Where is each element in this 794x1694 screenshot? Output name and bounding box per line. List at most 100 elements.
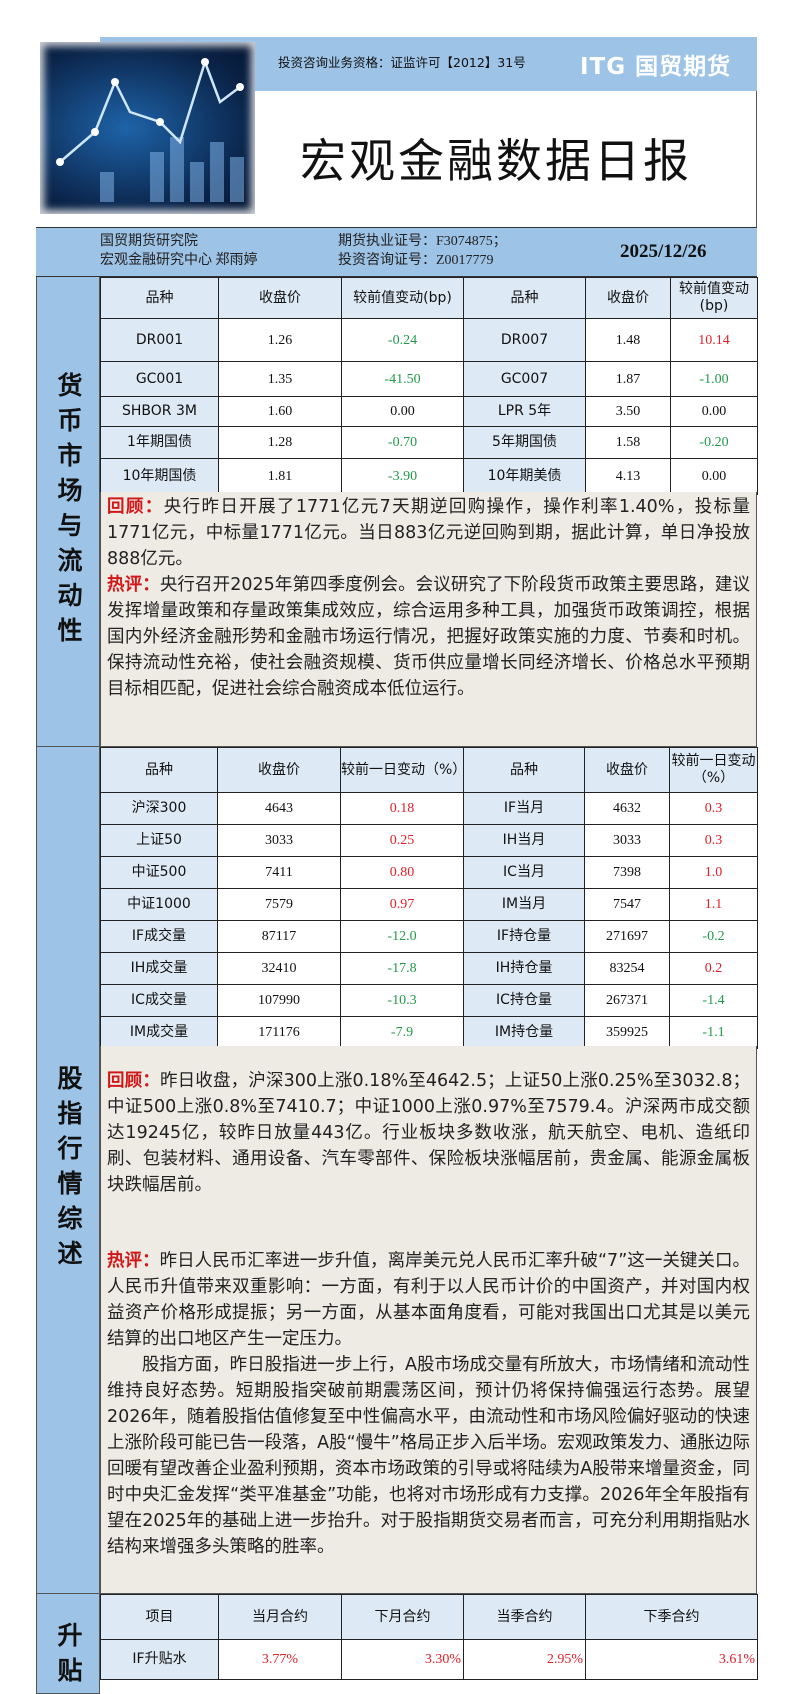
column-header: 当月合约	[218, 1594, 342, 1640]
table-row: 10年期国债 1.81 -3.90 10年期美债 4.13 0.00	[100, 458, 758, 495]
close-value: 7547	[584, 888, 670, 921]
close-value: 7579	[217, 888, 341, 921]
column-header: 当季合约	[463, 1594, 586, 1640]
table-row: IM成交量 171176 -7.9 IM持仓量 359925 -1.1	[100, 1016, 758, 1049]
change-value: -0.20	[670, 426, 758, 459]
table-row: 沪深300 4643 0.18 IF当月 4632 0.3	[100, 792, 758, 825]
instrument-name: DR007	[463, 318, 586, 362]
section-label-text: 股指行情综述	[54, 1065, 83, 1275]
current-quarter-basis: 2.95%	[463, 1639, 586, 1680]
review-text: 央行昨日开展了1771亿元7天期逆回购操作，操作利率1.40%，投标量1771亿…	[107, 497, 751, 569]
change-value: -7.9	[340, 1016, 464, 1049]
change-value: 1.1	[669, 888, 758, 921]
author-org: 国贸期货研究院 宏观金融研究中心 郑雨婷	[100, 232, 258, 270]
instrument-name: IF持仓量	[463, 920, 585, 953]
change-value: 0.18	[340, 792, 464, 825]
current-month-basis: 3.77%	[218, 1639, 342, 1680]
section-label-text: 货币市场与流动性	[54, 371, 83, 652]
change-value: 1.0	[669, 856, 758, 889]
change-value: 0.97	[340, 888, 464, 921]
stock-index-table: 品种 收盘价 较前一日变动（%） 品种 收盘价 较前一日变动（%） 沪深300 4643 0.1…	[100, 747, 758, 1049]
close-value: 3033	[584, 824, 670, 857]
change-value: -17.8	[340, 952, 464, 985]
close-value: 1.26	[218, 318, 342, 362]
instrument-name: GC001	[100, 361, 219, 397]
instrument-name: IC当月	[463, 856, 585, 889]
table-row: 中证500 7411 0.80 IC当月 7398 1.0	[100, 856, 758, 889]
table-row: DR001 1.26 -0.24 DR007 1.48 10.14	[100, 318, 758, 362]
instrument-name: IM当月	[463, 888, 585, 921]
section-label-money-market: 货币市场与流动性	[36, 277, 100, 747]
change-value: 0.00	[670, 458, 758, 495]
column-header: 品种	[463, 277, 586, 319]
close-value: 267371	[584, 984, 670, 1017]
column-header: 收盘价	[584, 747, 670, 793]
table-header-row: 品种 收盘价 较前值变动(bp) 品种 收盘价 较前值变动(bp)	[100, 277, 758, 319]
change-value: 0.00	[670, 396, 758, 427]
instrument-name: 10年期美债	[463, 458, 586, 495]
table-row: GC001 1.35 -41.50 GC007 1.87 -1.00	[100, 361, 758, 397]
next-month-basis: 3.30%	[341, 1639, 464, 1680]
table-row: IH成交量 32410 -17.8 IH持仓量 83254 0.2	[100, 952, 758, 985]
close-value: 1.58	[585, 426, 671, 459]
money-market-commentary: 回顾：央行昨日开展了1771亿元7天期逆回购操作，操作利率1.40%，投标量17…	[100, 492, 757, 747]
comment-text: 昨日人民币汇率进一步升值，离岸美元兑人民币汇率升破“7”这一关键关口。人民币升值…	[107, 1251, 751, 1349]
comment-text-2: 股指方面，昨日股指进一步上行，A股市场成交量有所放大，市场情绪和流动性维持良好态…	[107, 1355, 750, 1557]
change-value: -1.4	[669, 984, 758, 1017]
table-header-row: 项目 当月合约 下月合约 当季合约 下季合约	[100, 1594, 758, 1640]
close-value: 1.35	[218, 361, 342, 397]
instrument-name: SHBOR 3M	[100, 396, 219, 427]
table-row: 上证50 3033 0.25 IH当月 3033 0.3	[100, 824, 758, 857]
change-value: -41.50	[341, 361, 464, 397]
instrument-name: IM成交量	[100, 1016, 218, 1049]
report-title: 宏观金融数据日报	[300, 134, 692, 188]
instrument-name: 10年期国债	[100, 458, 219, 495]
org-line-1: 国贸期货研究院	[100, 234, 198, 249]
column-header: 较前一日变动（%）	[669, 747, 758, 793]
author-info-band	[36, 227, 757, 277]
instrument-name: IH当月	[463, 824, 585, 857]
instrument-name: IF成交量	[100, 920, 218, 953]
instrument-name: IH成交量	[100, 952, 218, 985]
column-header: 较前值变动(bp)	[670, 277, 758, 319]
instrument-name: LPR 5年	[463, 396, 586, 427]
change-value: 0.00	[341, 396, 464, 427]
close-value: 359925	[584, 1016, 670, 1049]
instrument-name: 中证500	[100, 856, 218, 889]
close-value: 3033	[217, 824, 341, 857]
comment-label: 热评：	[107, 1251, 160, 1271]
change-value: -10.3	[340, 984, 464, 1017]
instrument-name: 中证1000	[100, 888, 218, 921]
instrument-name: 上证50	[100, 824, 218, 857]
change-value: -1.1	[669, 1016, 758, 1049]
change-value: 0.25	[340, 824, 464, 857]
close-value: 107990	[217, 984, 341, 1017]
column-header: 品种	[100, 277, 219, 319]
instrument-name: GC007	[463, 361, 586, 397]
close-value: 1.60	[218, 396, 342, 427]
close-value: 83254	[584, 952, 670, 985]
instrument-name: IC成交量	[100, 984, 218, 1017]
change-value: -1.00	[670, 361, 758, 397]
change-value: 0.2	[669, 952, 758, 985]
close-value: 32410	[217, 952, 341, 985]
change-value: 0.3	[669, 792, 758, 825]
report-date: 2025/12/26	[620, 241, 707, 262]
close-value: 1.28	[218, 426, 342, 459]
table-row: SHBOR 3M 1.60 0.00 LPR 5年 3.50 0.00	[100, 396, 758, 427]
company-logo: ITG 国贸期货	[580, 54, 732, 80]
close-value: 4.13	[585, 458, 671, 495]
close-value: 3.50	[585, 396, 671, 427]
review-text: 昨日收盘，沪深300上涨0.18%至4642.5；上证50上涨0.25%至303…	[107, 1071, 750, 1195]
section-label-stock-index: 股指行情综述	[36, 747, 100, 1594]
stock-index-commentary: 回顾：昨日收盘，沪深300上涨0.18%至4642.5；上证50上涨0.25%至…	[100, 1046, 757, 1594]
instrument-name: IF升贴水	[100, 1639, 219, 1680]
close-value: 1.81	[218, 458, 342, 495]
close-value: 171176	[217, 1016, 341, 1049]
close-value: 87117	[217, 920, 341, 953]
section-label-text: 升贴	[54, 1622, 83, 1692]
basis-table: 项目 当月合约 下月合约 当季合约 下季合约 IF升贴水 3.77% 3.30% 2.95% 3.…	[100, 1594, 758, 1680]
change-value: 10.14	[670, 318, 758, 362]
instrument-name: IM持仓量	[463, 1016, 585, 1049]
column-header: 收盘价	[217, 747, 341, 793]
